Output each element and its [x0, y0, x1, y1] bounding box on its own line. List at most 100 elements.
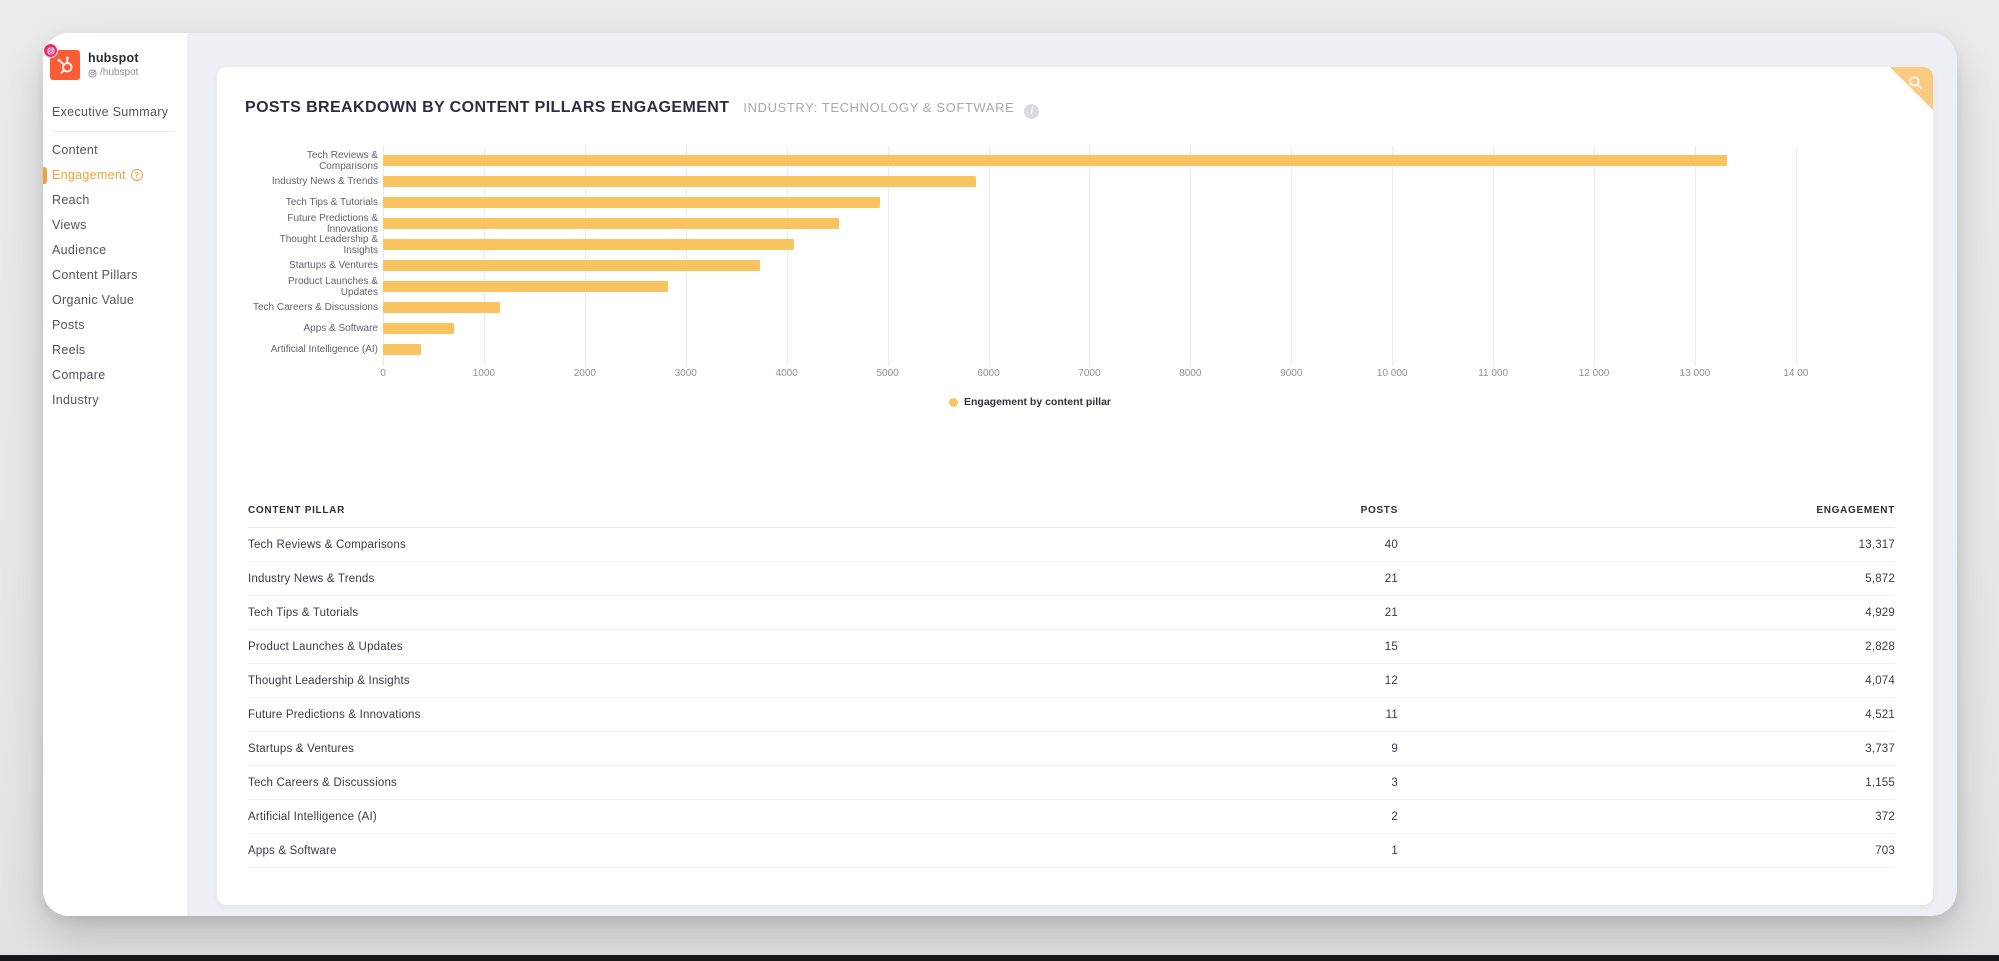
axis-tick-label: 3000 — [674, 368, 697, 379]
chart-category-label: Artificial Intelligence (AI) — [270, 344, 378, 355]
chart-category-label: Product Launches & Updates — [287, 275, 378, 298]
chart-bar-artificial-intelligence-ai[interactable] — [383, 344, 421, 355]
chart-bar-track — [383, 171, 1810, 192]
chart-bar-apps-software[interactable] — [383, 323, 454, 334]
chart-bar-track — [383, 339, 1810, 360]
instagram-icon — [88, 69, 97, 78]
posts-cell: 11 — [1385, 708, 1398, 721]
profile-name: hubspot — [88, 51, 139, 66]
axis-tick-label: 12 000 — [1578, 368, 1610, 379]
sidebar-item-reach[interactable]: Reach — [43, 188, 187, 214]
sidebar-nav: Executive Summary Content Engagement? Reac… — [43, 99, 187, 413]
axis-tick-label: 13 000 — [1679, 368, 1711, 379]
help-icon[interactable]: ? — [130, 169, 143, 182]
chart-category-label: Apps & Software — [303, 323, 378, 334]
engagement-cell: 13,317 — [1858, 538, 1895, 551]
axis-tick-label: 1000 — [472, 368, 496, 379]
sidebar-item-label: Engagement — [52, 168, 126, 183]
chart-row: Tech Careers & Discussions — [250, 297, 1810, 318]
chart-category-label: Tech Tips & Tutorials — [285, 197, 378, 208]
posts-cell: 21 — [1384, 572, 1398, 585]
chart-row: Startups & Ventures — [250, 255, 1810, 276]
chart-bar-track — [383, 255, 1810, 276]
chart-bar-tech-tips-tutorials[interactable] — [383, 197, 881, 208]
chart-row: Artificial Intelligence (AI) — [250, 339, 1810, 360]
sidebar-item-label: Reels — [52, 343, 86, 358]
gridline — [887, 146, 889, 366]
posts-cell: 1 — [1391, 844, 1398, 857]
posts-cell: 21 — [1384, 606, 1398, 619]
engagement-cell: 3,737 — [1865, 742, 1895, 755]
brand-logo-wrap — [43, 43, 80, 80]
chart-bar-track — [383, 213, 1810, 234]
info-icon[interactable]: i — [1024, 104, 1040, 119]
pillar-cell: Tech Careers & Discussions — [248, 776, 398, 789]
gridline — [1795, 146, 1797, 366]
chart-bar-product-launches-updates[interactable] — [383, 281, 669, 292]
sidebar-item-compare[interactable]: Compare — [43, 363, 187, 389]
chart-legend: Engagement by content pillar — [250, 396, 1810, 408]
table-header-row: CONTENT PILLAR POSTS ENGAGEMENT — [248, 505, 1895, 528]
table-row: Startups & Ventures 9 3,737 — [248, 732, 1895, 766]
chart-rows: Tech Reviews & Comparisons Industry News … — [250, 150, 1810, 360]
sidebar-item-content-pillars[interactable]: Content Pillars — [43, 263, 187, 289]
engagement-cell: 1,155 — [1865, 776, 1895, 789]
pillars-table: CONTENT PILLAR POSTS ENGAGEMENT Tech Rev… — [248, 505, 1895, 868]
sidebar-item-engagement[interactable]: Engagement? — [43, 163, 187, 189]
axis-tick-label: 11 000 — [1478, 368, 1509, 379]
report-subtitle: INDUSTRY: TECHNOLOGY & SOFTWARE — [743, 100, 1015, 115]
engagement-cell: 4,521 — [1865, 708, 1895, 721]
axis-tick-label: 9000 — [1280, 368, 1303, 379]
table-row: Artificial Intelligence (AI) 2 372 — [248, 800, 1895, 834]
engagement-cell: 372 — [1875, 810, 1895, 823]
table-row: Product Launches & Updates 15 2,828 — [248, 630, 1895, 664]
chart-row: Thought Leadership & Insights — [250, 234, 1810, 256]
sidebar-item-industry[interactable]: Industry — [43, 388, 187, 414]
gridline — [685, 146, 687, 366]
chart-row: Product Launches & Updates — [250, 275, 1810, 298]
chart-row: Industry News & Trends — [250, 171, 1810, 192]
sidebar-item-posts[interactable]: Posts — [43, 313, 187, 339]
chart-row: Tech Reviews & Comparisons — [250, 150, 1810, 172]
sidebar-item-organic-value[interactable]: Organic Value — [43, 288, 187, 314]
axis-tick-label: 4000 — [775, 368, 798, 379]
search-icon[interactable] — [1907, 74, 1924, 91]
posts-cell: 3 — [1391, 776, 1398, 789]
chart-bar-thought-leadership-insights[interactable] — [383, 239, 795, 250]
sidebar-item-label: Content Pillars — [52, 268, 138, 283]
sidebar-item-label: Content — [52, 143, 98, 157]
pillar-cell: Apps & Software — [248, 844, 337, 857]
chart-bar-track — [383, 150, 1810, 171]
sidebar-item-audience[interactable]: Audience — [43, 238, 187, 264]
pillar-cell: Artificial Intelligence (AI) — [248, 810, 377, 823]
sidebar: hubspot /hubspot Executive Summary — [43, 33, 187, 916]
gridline — [1493, 146, 1495, 366]
engagement-cell: 4,074 — [1865, 674, 1895, 687]
sidebar-item-views[interactable]: Views — [43, 213, 187, 239]
chart-category-label: Tech Careers & Discussions — [252, 302, 378, 313]
posts-cell: 9 — [1391, 742, 1398, 755]
chart-bar-track — [383, 234, 1810, 255]
posts-cell: 2 — [1391, 810, 1398, 823]
chart-bar-tech-reviews-comparisons[interactable] — [383, 155, 1727, 166]
sidebar-item-label: Views — [52, 218, 87, 233]
sidebar-item-reels[interactable]: Reels — [43, 338, 187, 364]
chart-bar-industry-news-trends[interactable] — [383, 176, 976, 187]
sidebar-item-executive-summary[interactable]: Executive Summary — [43, 99, 187, 125]
profile-text: hubspot /hubspot — [88, 51, 139, 79]
profile-block[interactable]: hubspot /hubspot — [43, 43, 139, 80]
column-header-posts: POSTS — [1360, 505, 1398, 516]
sidebar-item-content[interactable]: Content — [43, 137, 187, 163]
chart-bar-tech-careers-discussions[interactable] — [383, 302, 500, 313]
axis-tick-label: 7000 — [1078, 368, 1101, 379]
sidebar-divider — [52, 131, 175, 132]
chart-bar-startups-ventures[interactable] — [383, 260, 761, 271]
chart-row: Future Predictions & Innovations — [250, 213, 1810, 235]
table-row: Tech Reviews & Comparisons 40 13,317 — [248, 528, 1895, 562]
pillar-cell: Future Predictions & Innovations — [248, 708, 421, 721]
chart-bar-future-predictions-innovations[interactable] — [383, 218, 840, 229]
gridline — [584, 146, 586, 366]
axis-tick-label: 6000 — [977, 368, 1000, 379]
gridline — [1089, 146, 1091, 366]
